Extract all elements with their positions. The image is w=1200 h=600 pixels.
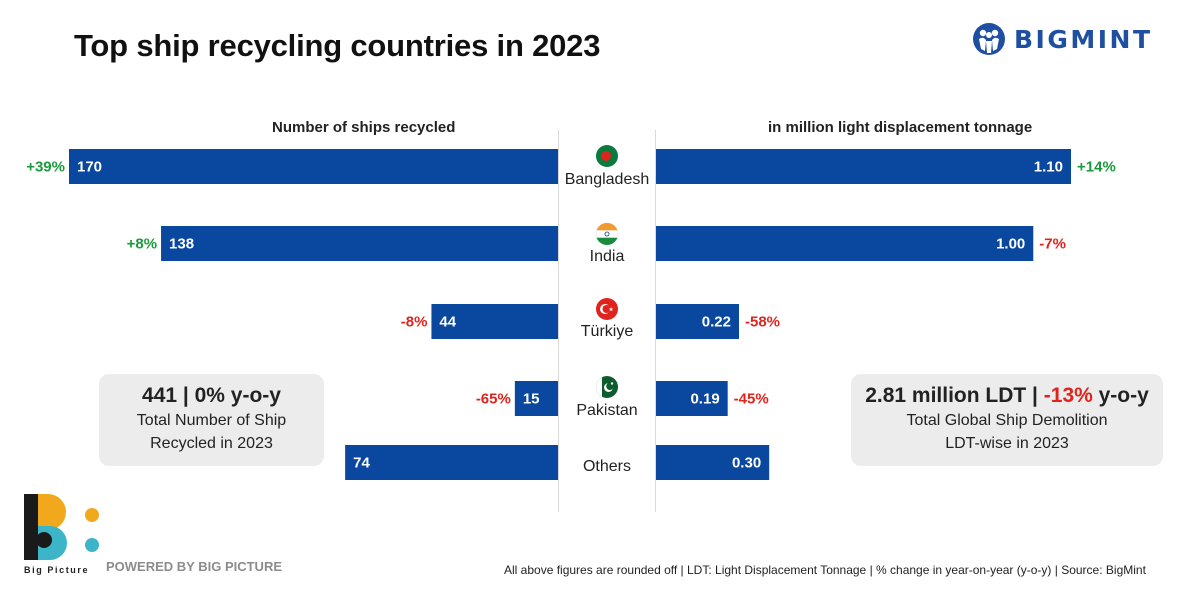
ships-change-bangladesh: +39% bbox=[26, 159, 65, 176]
ships-total-caption-1: Total Number of Ship bbox=[136, 412, 287, 429]
turkiye-flag-icon bbox=[596, 298, 618, 320]
ships-bar-bangladesh bbox=[69, 149, 558, 184]
ldt-total-change: -13% bbox=[1043, 384, 1093, 407]
bigmint-logo: BIGMINT bbox=[972, 22, 1153, 56]
ldt-change-india: -7% bbox=[1039, 236, 1066, 253]
ships-change-trkiye: -8% bbox=[401, 314, 428, 331]
big-picture-label: Big Picture bbox=[24, 565, 90, 575]
source-footnote: All above figures are rounded off | LDT:… bbox=[504, 563, 1146, 577]
india-flag-icon bbox=[595, 222, 619, 246]
big-picture-logo-icon bbox=[24, 494, 99, 560]
ldt-value-bangladesh: 1.10 bbox=[1034, 159, 1063, 176]
country-label-pakistan: Pakistan bbox=[576, 402, 637, 419]
ldt-value-india: 1.00 bbox=[996, 236, 1025, 253]
ships-bar-india bbox=[161, 226, 558, 261]
ships-value-trkiye: 44 bbox=[439, 314, 456, 331]
ldt-change-pakistan: -45% bbox=[734, 391, 769, 408]
left-axis-divider bbox=[558, 130, 559, 512]
country-label-trkiye: Türkiye bbox=[581, 323, 634, 340]
bangladesh-flag-icon bbox=[596, 145, 618, 167]
ships-total-headline: 441 | 0% y-o-y bbox=[142, 384, 281, 407]
right-chart-title: in million light displacement tonnage bbox=[768, 119, 1033, 136]
ldt-bar-bangladesh bbox=[656, 149, 1071, 184]
ships-value-india: 138 bbox=[169, 236, 194, 253]
page-title: Top ship recycling countries in 2023 bbox=[74, 28, 601, 63]
ldt-change-trkiye: -58% bbox=[745, 314, 780, 331]
powered-by-text: POWERED BY BIG PICTURE bbox=[106, 559, 283, 574]
right-axis-divider bbox=[655, 130, 656, 512]
ldt-total-caption-2: LDT-wise in 2023 bbox=[945, 435, 1069, 452]
ldt-total-caption-1: Total Global Ship Demolition bbox=[906, 412, 1108, 429]
ships-change-pakistan: -65% bbox=[476, 391, 511, 408]
ships-value-others: 74 bbox=[353, 455, 370, 472]
ldt-bar-pakistan bbox=[656, 381, 728, 416]
country-label-others: Others bbox=[583, 458, 631, 475]
ships-change-india: +8% bbox=[127, 236, 157, 253]
ldt-value-others: 0.30 bbox=[732, 455, 761, 472]
ldt-total-headline: 2.81 million LDT | -13% y-o-y bbox=[851, 384, 1163, 408]
ldt-value-trkiye: 0.22 bbox=[702, 314, 731, 331]
ldt-bar-india bbox=[656, 226, 1034, 261]
ships-bar-others bbox=[345, 445, 558, 480]
bigmint-people-icon bbox=[973, 23, 1005, 55]
ships-total-caption-2: Recycled in 2023 bbox=[150, 435, 273, 452]
ships-bar-trkiye bbox=[431, 304, 558, 339]
ldt-bar-trkiye bbox=[656, 304, 739, 339]
ships-value-bangladesh: 170 bbox=[77, 159, 102, 176]
ldt-bar-others bbox=[656, 445, 770, 480]
ships-value-pakistan: 15 bbox=[523, 391, 540, 408]
ldt-total-value: 2.81 million LDT | bbox=[865, 384, 1044, 407]
bigmint-wordmark: BIGMINT bbox=[1014, 24, 1153, 54]
ldt-total-summary-card: 2.81 million LDT | -13% y-o-y Total Glob… bbox=[851, 374, 1163, 466]
ships-bar-pakistan bbox=[514, 381, 558, 416]
ldt-change-bangladesh: +14% bbox=[1077, 159, 1116, 176]
country-label-bangladesh: Bangladesh bbox=[565, 171, 650, 188]
ships-total-summary-card: 441 | 0% y-o-y Total Number of Ship Recy… bbox=[99, 374, 324, 466]
ldt-total-suffix: y-o-y bbox=[1092, 384, 1149, 407]
pakistan-flag-icon bbox=[596, 376, 618, 398]
country-label-india: India bbox=[590, 248, 625, 265]
ldt-value-pakistan: 0.19 bbox=[690, 391, 719, 408]
left-chart-title: Number of ships recycled bbox=[272, 119, 456, 136]
